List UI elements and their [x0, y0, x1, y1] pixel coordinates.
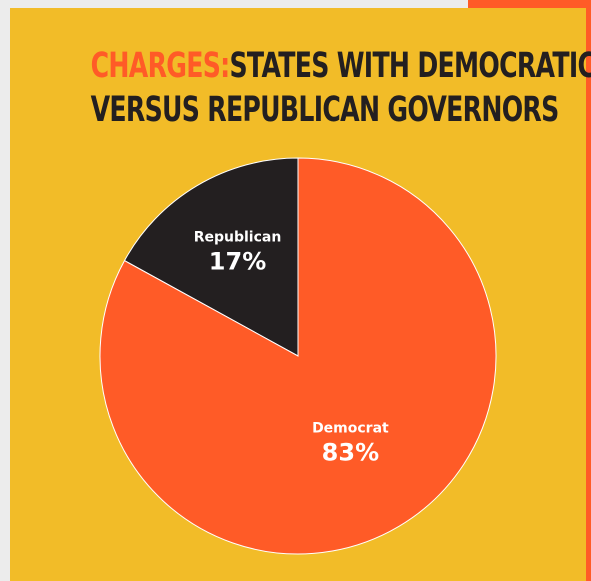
- title-line-1-text: STATES WITH DEMOCRATIC: [229, 46, 591, 86]
- slice-value-label-democrat: 83%: [322, 439, 379, 467]
- pie-slice-republican: [123, 157, 299, 357]
- pie-slices: [99, 157, 497, 555]
- title-prefix: CHARGES:: [90, 46, 231, 86]
- pie-labels: Republican 17% Democrat 83%: [194, 230, 389, 467]
- slice-value-label-republican: 17%: [209, 248, 266, 276]
- pie-slice-democrat: [99, 157, 497, 555]
- title-line-1: CHARGES:STATES WITH DEMOCRATIC: [90, 44, 591, 88]
- chart-title: CHARGES:STATES WITH DEMOCRATIC VERSUS RE…: [90, 44, 591, 132]
- slice-category-label-democrat: Democrat: [312, 421, 389, 437]
- title-line-2: VERSUS REPUBLICAN GOVERNORS: [90, 90, 560, 130]
- slice-category-label-republican: Republican: [194, 230, 282, 246]
